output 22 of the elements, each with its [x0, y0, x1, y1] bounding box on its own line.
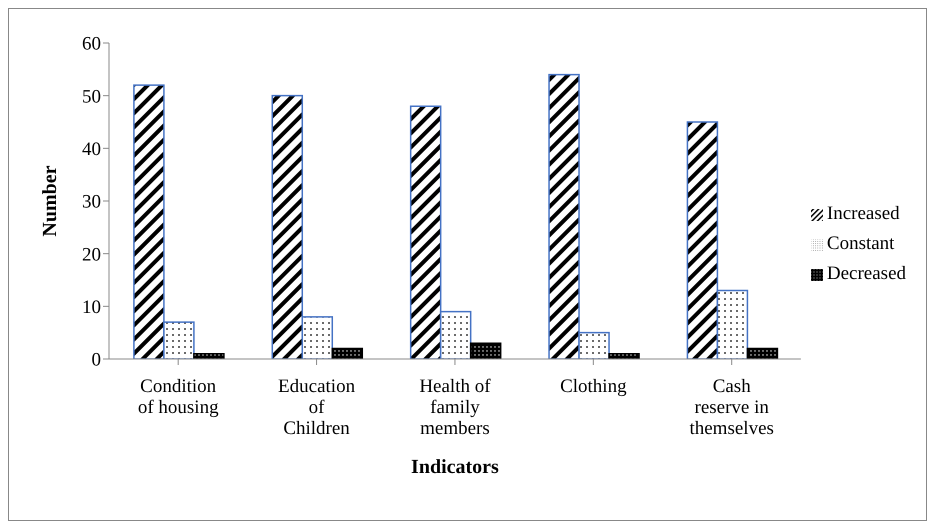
y-tick-label: 60 [82, 34, 101, 55]
y-tick-label: 40 [82, 139, 101, 160]
x-tick-label: Cash reserve in themselves [689, 376, 774, 439]
y-tick-label: 30 [82, 192, 101, 213]
bar [332, 348, 364, 359]
x-tick-label: Health of family members [419, 376, 492, 439]
x-axis-title: Indicators [411, 456, 500, 478]
x-tick-label: Clothing [560, 376, 628, 398]
bar [470, 342, 502, 359]
x-tick-label: Education of Children [278, 376, 356, 439]
legend-label: Increased [826, 203, 900, 224]
bar [746, 348, 778, 359]
bar [608, 352, 640, 359]
y-axis-title: Number [39, 165, 62, 237]
x-tick-label: Condition of housing [138, 376, 220, 418]
y-tick-label: 0 [92, 350, 101, 371]
legend-label: Constant [826, 233, 894, 254]
bar [193, 352, 225, 359]
y-tick-label: 10 [82, 297, 101, 318]
legend-label: Decreased [826, 263, 906, 284]
y-tick-label: 50 [82, 86, 101, 108]
y-tick-label: 20 [82, 244, 101, 266]
